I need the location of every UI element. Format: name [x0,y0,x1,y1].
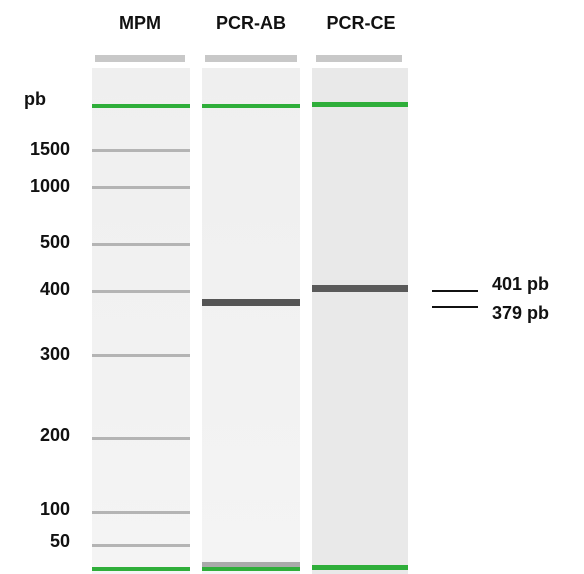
well [95,55,185,62]
ladder-label: 100 [40,499,70,519]
ladder-label: 400 [40,279,70,299]
gel-image: MPM PCR-AB PCR-CE pb 1500 1000 500 400 3… [0,0,584,574]
well [205,55,297,62]
ladder-label: 1500 [30,139,70,159]
annotation-label: 401 pb [492,274,549,294]
lane [202,68,300,574]
ladder-label: 500 [40,232,70,252]
page: MPM PCR-AB PCR-CE pb 1500 1000 500 400 3… [0,0,584,574]
lane-label: PCR-AB [216,13,286,33]
ladder-label: 1000 [30,176,70,196]
ladder-label: 300 [40,344,70,364]
ladder-label: 50 [50,531,70,551]
lane-label: MPM [119,13,161,33]
band [202,562,300,567]
annotation-label: 379 pb [492,303,549,323]
lane [312,68,408,574]
lane [92,68,190,574]
band [312,285,408,292]
unit-label: pb [24,89,46,109]
lane-label: PCR-CE [326,13,395,33]
well [316,55,402,62]
band [202,299,300,306]
ladder-label: 200 [40,425,70,445]
